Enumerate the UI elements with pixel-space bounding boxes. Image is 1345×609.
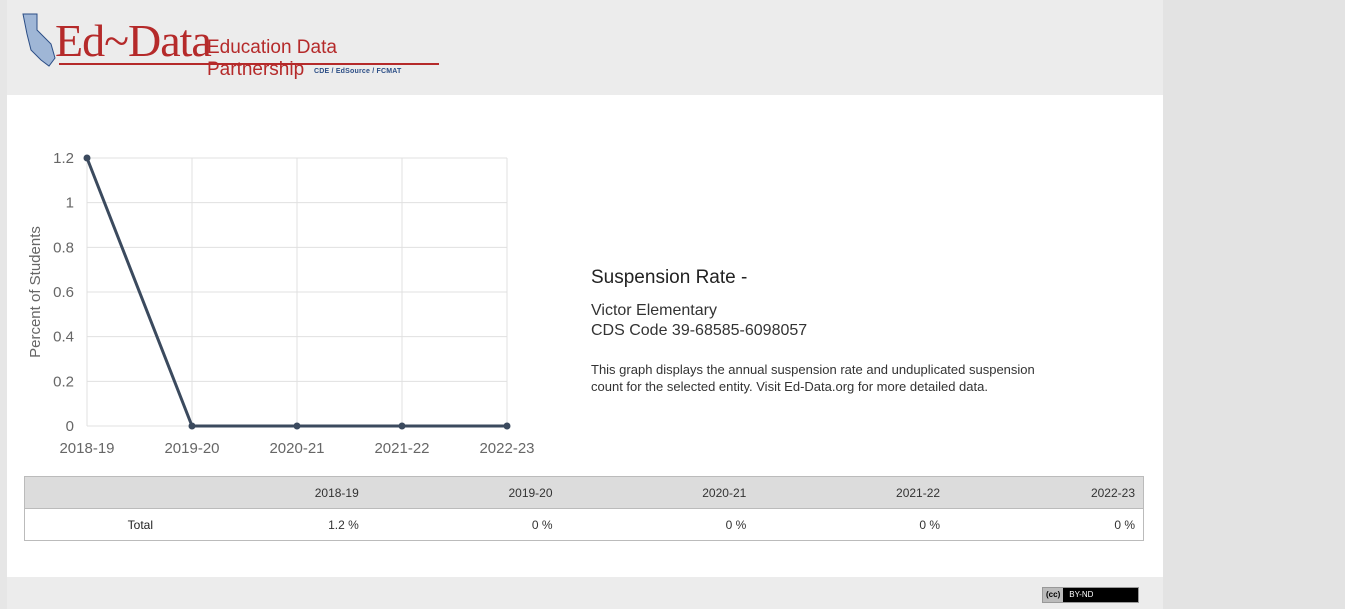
data-point <box>293 422 301 430</box>
table-row: Total 1.2 % 0 % 0 % 0 % 0 % <box>25 509 1144 541</box>
y-axis-label: Percent of Students <box>27 226 44 358</box>
y-tick-label: 0.6 <box>53 284 74 301</box>
school-name: Victor Elementary <box>591 302 717 319</box>
right-panel <box>1163 0 1345 609</box>
chart-title: Suspension Rate - <box>591 267 748 288</box>
data-point <box>83 154 91 162</box>
california-map-icon <box>22 13 56 67</box>
table-cell: 0 % <box>919 517 941 532</box>
table-cell: 0 % <box>1114 517 1135 532</box>
x-tick-label: 2021-22 <box>374 440 429 457</box>
table-header-cell <box>24 476 173 509</box>
header: Ed~Data Education Data Partnership CDE /… <box>7 0 1163 95</box>
data-table: 2018-19 2019-20 2020-21 2021-22 2022-23 … <box>24 476 1144 541</box>
data-point <box>503 422 511 430</box>
x-tick-label: 2019-20 <box>164 440 219 457</box>
table-header-cell: 2020-21 <box>560 476 755 509</box>
y-tick-label: 0.2 <box>53 373 74 390</box>
table-header-cell: 2018-19 <box>173 476 367 509</box>
table-cell: 0 % <box>531 517 553 532</box>
table-header-cell: 2022-23 <box>948 476 1144 509</box>
data-point <box>398 422 406 430</box>
cc-icon: (cc) <box>1043 588 1064 602</box>
x-tick-label: 2018-19 <box>59 440 114 457</box>
info-panel: Suspension Rate - Victor Elementary CDS … <box>591 267 1071 395</box>
logo-main-text: Ed~Data <box>55 15 212 66</box>
table-cell: Total <box>127 517 153 532</box>
table-cell: 1.2 % <box>328 517 359 532</box>
y-tick-label: 0.8 <box>53 239 74 256</box>
cc-license-badge[interactable]: (cc) BY-ND <box>1042 587 1139 603</box>
license-label: BY-ND <box>1069 590 1094 599</box>
table-header-cell: 2021-22 <box>754 476 949 509</box>
y-tick-label: 0.4 <box>53 329 74 346</box>
logo-tagline: CDE / EdSource / FCMAT <box>314 68 402 75</box>
y-tick-label: 0 <box>66 418 74 435</box>
x-tick-label: 2020-21 <box>269 440 324 457</box>
table-header-row: 2018-19 2019-20 2020-21 2021-22 2022-23 <box>24 476 1144 509</box>
y-tick-label: 1 <box>66 195 74 212</box>
y-tick-label: 1.2 <box>53 150 74 167</box>
suspension-rate-chart: 0 0.2 0.4 0.6 0.8 1 1.2 2018-19 2019-20 2020-21 20… <box>27 150 535 457</box>
ed-data-logo[interactable]: Ed~Data Education Data Partnership CDE /… <box>19 10 439 80</box>
table-cell: 0 % <box>725 517 747 532</box>
chart-description: This graph displays the annual suspensio… <box>591 362 1035 394</box>
logo-underline <box>59 63 439 65</box>
cds-code: CDS Code 39-68585-6098057 <box>591 322 808 339</box>
x-tick-label: 2022-23 <box>479 440 534 457</box>
table-header-cell: 2019-20 <box>366 476 561 509</box>
data-point <box>188 422 196 430</box>
